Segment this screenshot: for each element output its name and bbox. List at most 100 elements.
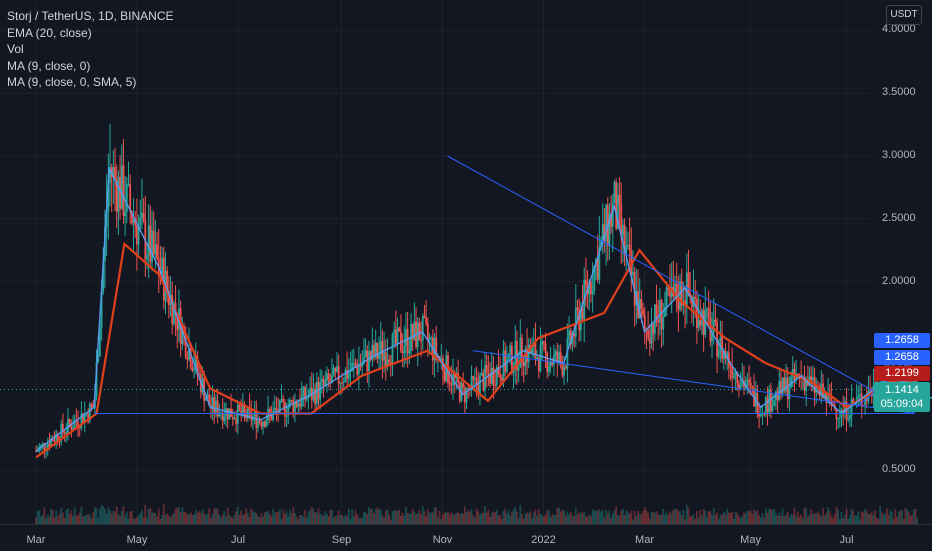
volume-bar bbox=[796, 511, 799, 524]
candle-body bbox=[428, 338, 431, 340]
volume-bar bbox=[818, 514, 821, 524]
candle-body bbox=[80, 413, 83, 428]
candle-body bbox=[475, 377, 478, 386]
candle-body bbox=[394, 329, 397, 344]
volume-bar bbox=[159, 519, 162, 524]
volume-bar bbox=[260, 513, 263, 524]
candle-body bbox=[685, 272, 688, 306]
legend-ma1[interactable]: MA (9, close, 0) bbox=[7, 58, 91, 73]
volume-bar bbox=[92, 511, 95, 524]
volume-bar bbox=[315, 512, 318, 524]
candle-body bbox=[711, 332, 713, 342]
volume-bar bbox=[233, 514, 236, 524]
candle-body bbox=[51, 438, 54, 441]
candle-body bbox=[295, 401, 298, 407]
legend-ema[interactable]: EMA (20, close) bbox=[7, 25, 92, 40]
candle-body bbox=[221, 412, 224, 422]
volume-bar bbox=[220, 517, 222, 524]
candle-body bbox=[349, 370, 352, 372]
candle-body bbox=[628, 244, 631, 251]
candle-body bbox=[559, 352, 562, 363]
volume-bar bbox=[277, 511, 280, 524]
currency-unit-button[interactable]: USDT bbox=[886, 5, 922, 25]
candle-body bbox=[679, 281, 681, 310]
volume-bar bbox=[458, 514, 461, 524]
volume-bar bbox=[500, 518, 503, 524]
volume-bar bbox=[845, 508, 848, 524]
volume-bar bbox=[899, 510, 902, 524]
volume-bar bbox=[504, 508, 507, 524]
candle-body bbox=[435, 337, 438, 357]
candle-body bbox=[223, 416, 226, 422]
candle-body bbox=[453, 373, 456, 379]
volume-bar bbox=[832, 518, 835, 524]
volume-bar bbox=[596, 510, 599, 524]
candle-body bbox=[114, 167, 116, 180]
volume-bar bbox=[77, 515, 79, 524]
candle-body bbox=[124, 211, 127, 216]
candle-body bbox=[211, 397, 214, 409]
candle-body bbox=[687, 272, 690, 294]
candle-body bbox=[384, 352, 387, 367]
volume-bar bbox=[336, 515, 338, 524]
volume-bar bbox=[408, 513, 411, 524]
candle-body bbox=[125, 183, 128, 212]
volume-bar bbox=[901, 510, 903, 524]
volume-bar bbox=[356, 514, 359, 524]
volume-bar bbox=[139, 512, 142, 524]
volume-bar bbox=[431, 512, 434, 524]
volume-bar bbox=[541, 515, 544, 524]
volume-bar bbox=[553, 515, 555, 524]
volume-bar bbox=[104, 508, 106, 524]
volume-bar bbox=[621, 508, 624, 524]
candle-body bbox=[573, 333, 576, 337]
candle-body bbox=[467, 387, 470, 389]
volume-bar bbox=[615, 506, 618, 524]
candle-body bbox=[107, 183, 110, 212]
volume-bar bbox=[60, 508, 63, 524]
price-axis[interactable]: 4.0000 3.5000 3.0000 2.5000 2.0000 0.5000 bbox=[870, 0, 932, 524]
volume-bar bbox=[882, 514, 885, 524]
volume-bar bbox=[894, 509, 897, 524]
price-chart[interactable] bbox=[0, 0, 932, 524]
volume-bar bbox=[435, 507, 438, 524]
candle-body bbox=[189, 348, 192, 368]
volume-bar bbox=[837, 510, 840, 524]
volume-bar bbox=[781, 508, 784, 524]
volume-bar bbox=[90, 518, 93, 524]
volume-bar bbox=[869, 514, 871, 524]
candle-body bbox=[142, 212, 145, 221]
volume-bar bbox=[72, 515, 74, 524]
volume-bar bbox=[151, 512, 153, 524]
volume-bar bbox=[679, 511, 681, 524]
candle-body bbox=[549, 361, 552, 367]
volume-bar bbox=[835, 506, 838, 524]
volume-bar bbox=[477, 511, 480, 524]
candle-body bbox=[803, 377, 806, 392]
volume-bar bbox=[430, 512, 433, 524]
candle-body bbox=[411, 323, 414, 340]
volume-bar bbox=[45, 517, 47, 524]
volume-bar bbox=[438, 510, 441, 524]
volume-bar bbox=[748, 511, 750, 524]
volume-bar bbox=[252, 511, 254, 524]
candle-body bbox=[859, 394, 861, 396]
volume-bar bbox=[574, 508, 577, 524]
time-tick-label: May bbox=[740, 534, 761, 546]
volume-bar bbox=[78, 512, 81, 524]
candle-body bbox=[433, 337, 436, 361]
volume-bar bbox=[798, 516, 801, 524]
candle-body bbox=[389, 362, 392, 364]
candle-body bbox=[327, 373, 330, 381]
time-axis[interactable]: Mar May Jul Sep Nov 2022 Mar May Jul bbox=[0, 524, 932, 551]
volume-bar bbox=[196, 513, 199, 524]
legend-ma2[interactable]: MA (9, close, 0, SMA, 5) bbox=[7, 75, 137, 89]
candle-body bbox=[336, 366, 338, 372]
candle-body bbox=[657, 319, 660, 323]
legend-symbol[interactable]: Storj / TetherUS, 1D, BINANCE bbox=[7, 9, 174, 23]
volume-bar bbox=[112, 511, 115, 524]
legend-vol[interactable]: Vol bbox=[7, 42, 24, 56]
volume-bar bbox=[494, 512, 496, 524]
volume-bar bbox=[492, 511, 495, 524]
volume-bar bbox=[337, 510, 340, 524]
